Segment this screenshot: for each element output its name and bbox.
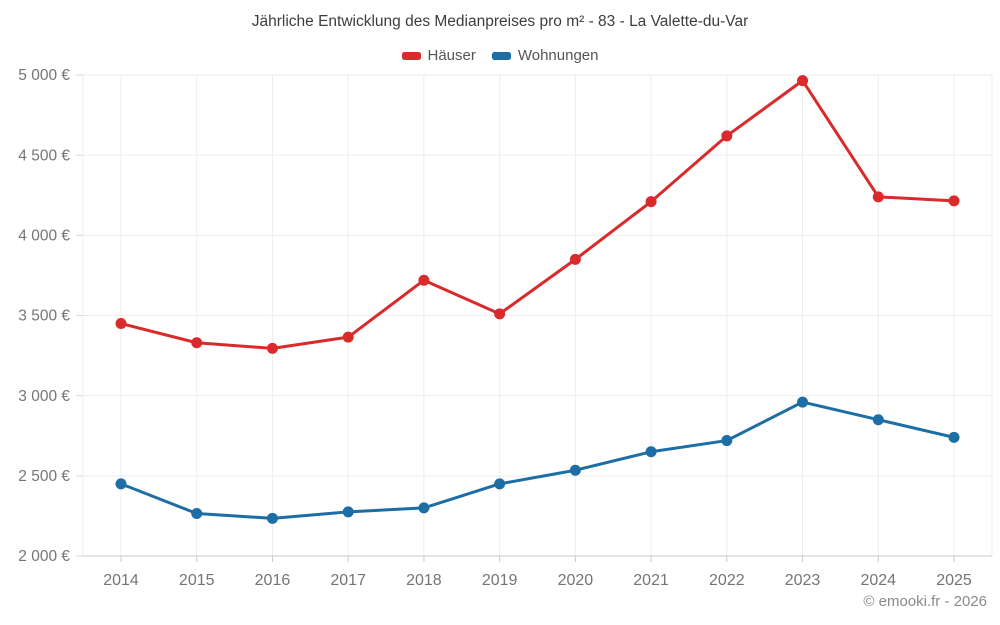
data-point-wohnungen-2022 bbox=[721, 435, 733, 447]
data-point-wohnungen-2019 bbox=[494, 478, 506, 490]
data-point-wohnungen-2025 bbox=[948, 431, 960, 443]
x-tick-label: 2023 bbox=[785, 572, 821, 589]
data-point-wohnungen-2020 bbox=[569, 464, 581, 476]
data-point-wohnungen-2024 bbox=[872, 414, 884, 426]
x-tick-label: 2014 bbox=[103, 572, 139, 589]
chart-title: Jährliche Entwicklung des Medianpreises … bbox=[251, 13, 749, 30]
data-point-h-user-2021 bbox=[645, 196, 657, 208]
data-point-h-user-2016 bbox=[266, 342, 278, 354]
data-point-h-user-2019 bbox=[494, 308, 506, 320]
x-tick-label: 2018 bbox=[406, 572, 442, 589]
data-point-h-user-2018 bbox=[418, 274, 430, 286]
series-h-user bbox=[115, 75, 960, 354]
data-point-wohnungen-2014 bbox=[115, 478, 127, 490]
y-tick-label: 5 000 € bbox=[18, 67, 70, 84]
data-point-wohnungen-2018 bbox=[418, 502, 430, 514]
data-point-h-user-2022 bbox=[721, 130, 733, 142]
y-tick-label: 2 000 € bbox=[18, 548, 70, 565]
series-line-wohnungen bbox=[119, 400, 956, 520]
data-point-wohnungen-2015 bbox=[191, 508, 203, 520]
legend-item-haeuser[interactable]: Häuser bbox=[401, 47, 476, 64]
x-tick-label: 2024 bbox=[860, 572, 896, 589]
y-tick-label: 4 500 € bbox=[18, 147, 70, 164]
y-tick-label: 3 500 € bbox=[18, 308, 70, 325]
x-tick-label: 2017 bbox=[330, 572, 366, 589]
data-point-wohnungen-2017 bbox=[342, 506, 354, 518]
data-point-h-user-2025 bbox=[948, 195, 960, 207]
series-wohnungen bbox=[115, 396, 960, 524]
data-point-h-user-2014 bbox=[115, 318, 127, 330]
legend-label-haeuser: Häuser bbox=[427, 47, 476, 64]
y-axis-labels: 2 000 € 2 500 € 3 000 € 3 500 € 4 000 € 4 500… bbox=[18, 67, 70, 565]
y-tick-label: 2 500 € bbox=[18, 468, 70, 485]
legend: Häuser Wohnungen bbox=[0, 47, 1000, 64]
data-point-h-user-2024 bbox=[872, 191, 884, 203]
data-point-wohnungen-2021 bbox=[645, 446, 657, 458]
data-point-wohnungen-2023 bbox=[797, 396, 809, 408]
x-axis: 2014 2015 2016 2017 2018 2019 2020 2021 2022 2023… bbox=[83, 555, 992, 589]
y-tick-label: 4 000 € bbox=[18, 228, 70, 245]
x-tick-label: 2021 bbox=[633, 572, 669, 589]
x-tick-label: 2015 bbox=[179, 572, 215, 589]
x-tick-label: 2019 bbox=[482, 572, 518, 589]
data-point-h-user-2017 bbox=[342, 331, 354, 343]
data-point-h-user-2020 bbox=[569, 253, 581, 265]
series-line-h-user bbox=[119, 79, 956, 350]
x-tick-label: 2020 bbox=[558, 572, 594, 589]
legend-item-wohnungen[interactable]: Wohnungen bbox=[491, 47, 599, 64]
y-tick-label: 3 000 € bbox=[18, 388, 70, 405]
legend-marker-wohnungen-icon bbox=[491, 51, 511, 60]
data-point-h-user-2015 bbox=[191, 337, 203, 349]
horizontal-gridlines bbox=[76, 74, 992, 557]
x-tick-label: 2025 bbox=[936, 572, 972, 589]
x-tick-label: 2022 bbox=[709, 572, 745, 589]
x-tick-label: 2016 bbox=[255, 572, 291, 589]
legend-marker-haeuser-icon bbox=[401, 51, 421, 60]
data-point-h-user-2023 bbox=[797, 75, 809, 87]
data-point-wohnungen-2016 bbox=[266, 512, 278, 524]
legend-label-wohnungen: Wohnungen bbox=[517, 47, 599, 64]
copyright-footer: © emooki.fr - 2026 bbox=[863, 593, 987, 610]
